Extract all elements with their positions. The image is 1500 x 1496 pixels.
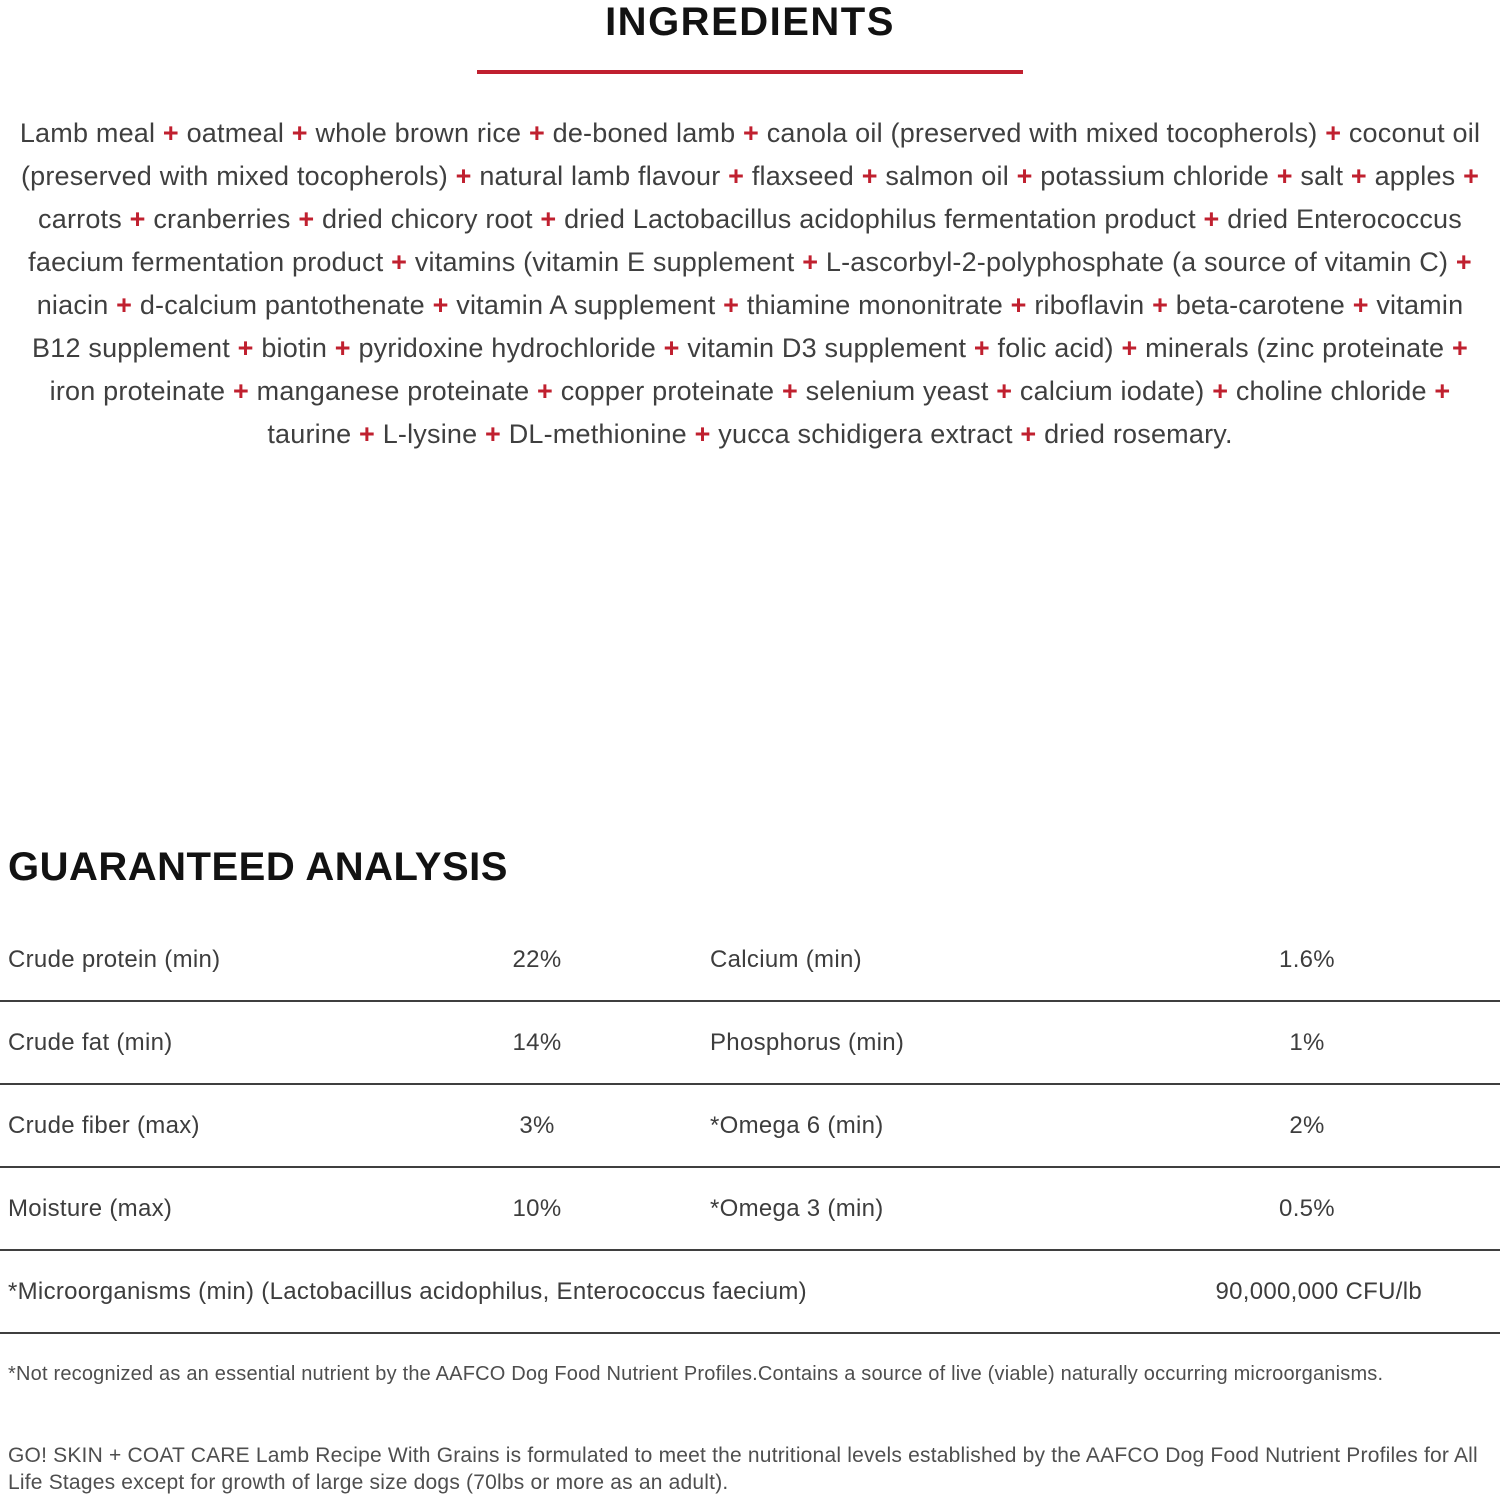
table-row: Moisture (max) 10% *Omega 3 (min) 0.5% bbox=[0, 1168, 1500, 1251]
plus-separator: + bbox=[537, 376, 554, 406]
plus-separator: + bbox=[1016, 161, 1033, 191]
microorganisms-label: *Microorganisms (min) (Lactobacillus aci… bbox=[8, 1277, 807, 1305]
nutrient-value-right: 2% bbox=[1289, 1111, 1325, 1139]
plus-separator: + bbox=[1010, 290, 1027, 320]
nutrient-label-right: *Omega 6 (min) bbox=[710, 1111, 884, 1139]
plus-separator: + bbox=[1152, 290, 1169, 320]
nutrient-label-right: *Omega 3 (min) bbox=[710, 1194, 884, 1222]
plus-separator: + bbox=[291, 118, 308, 148]
nutrient-value-left: 10% bbox=[512, 1194, 562, 1222]
nutrient-value-left: 3% bbox=[519, 1111, 555, 1139]
asterisk-footnote: *Not recognized as an essential nutrient… bbox=[8, 1363, 1384, 1385]
guaranteed-analysis-title: GUARANTEED ANALYSIS bbox=[8, 845, 508, 889]
nutrient-value-right: 1% bbox=[1289, 1028, 1325, 1056]
plus-separator: + bbox=[743, 118, 760, 148]
nutrient-value-left: 14% bbox=[512, 1028, 562, 1056]
ingredients-title: INGREDIENTS bbox=[605, 0, 895, 44]
plus-separator: + bbox=[694, 419, 711, 449]
plus-separator: + bbox=[129, 204, 146, 234]
table-row: Crude protein (min) 22% Calcium (min) 1.… bbox=[0, 919, 1500, 1002]
nutrient-label-left: Crude fiber (max) bbox=[8, 1111, 200, 1139]
plus-separator: + bbox=[298, 204, 315, 234]
plus-separator: + bbox=[1463, 161, 1480, 191]
plus-separator: + bbox=[485, 419, 501, 449]
plus-separator: + bbox=[1121, 333, 1138, 363]
plus-separator: + bbox=[1350, 161, 1367, 191]
plus-separator: + bbox=[162, 118, 179, 148]
plus-separator: + bbox=[1455, 247, 1472, 277]
table-row: Crude fat (min) 14% Phosphorus (min) 1% bbox=[0, 1002, 1500, 1085]
plus-separator: + bbox=[802, 247, 819, 277]
plus-separator: + bbox=[455, 161, 472, 191]
nutrient-label-right: Phosphorus (min) bbox=[710, 1028, 905, 1056]
plus-separator: + bbox=[1212, 376, 1229, 406]
nutrient-value-right: 1.6% bbox=[1279, 945, 1335, 973]
plus-separator: + bbox=[1203, 204, 1220, 234]
plus-separator: + bbox=[391, 247, 408, 277]
plus-separator: + bbox=[1352, 290, 1369, 320]
plus-separator: + bbox=[540, 204, 557, 234]
nutrient-label-left: Moisture (max) bbox=[8, 1194, 173, 1222]
plus-separator: + bbox=[723, 290, 740, 320]
plus-separator: + bbox=[1325, 118, 1342, 148]
guaranteed-analysis-table: Crude protein (min) 22% Calcium (min) 1.… bbox=[0, 919, 1500, 1334]
plus-separator: + bbox=[116, 290, 133, 320]
plus-separator: + bbox=[334, 333, 351, 363]
microorganisms-value: 90,000,000 CFU/lb bbox=[1215, 1277, 1422, 1305]
plus-separator: + bbox=[973, 333, 990, 363]
nutrient-label-left: Crude fat (min) bbox=[8, 1028, 173, 1056]
plus-separator: + bbox=[237, 333, 254, 363]
plus-separator: + bbox=[1451, 333, 1468, 363]
plus-separator: + bbox=[728, 161, 745, 191]
nutrient-value-right: 0.5% bbox=[1279, 1194, 1335, 1222]
plus-separator: + bbox=[996, 376, 1013, 406]
nutrient-label-right: Calcium (min) bbox=[710, 945, 862, 973]
plus-separator: + bbox=[1276, 161, 1293, 191]
plus-separator: + bbox=[1020, 419, 1037, 449]
plus-separator: + bbox=[432, 290, 449, 320]
ingredients-text: Lamb meal + oatmeal + whole brown rice +… bbox=[19, 118, 1481, 449]
red-divider bbox=[477, 70, 1023, 74]
nutrient-label-left: Crude protein (min) bbox=[8, 945, 221, 973]
table-row: Crude fiber (max) 3% *Omega 6 (min) 2% bbox=[0, 1085, 1500, 1168]
plus-separator: + bbox=[663, 333, 680, 363]
table-row-microorganisms: *Microorganisms (min) (Lactobacillus aci… bbox=[0, 1251, 1500, 1334]
plus-separator: + bbox=[861, 161, 878, 191]
plus-separator: + bbox=[1434, 376, 1451, 406]
plus-separator: + bbox=[232, 376, 249, 406]
plus-separator: + bbox=[528, 118, 545, 148]
plus-separator: + bbox=[781, 376, 798, 406]
nutrient-value-left: 22% bbox=[512, 945, 562, 973]
plus-separator: + bbox=[359, 419, 375, 449]
